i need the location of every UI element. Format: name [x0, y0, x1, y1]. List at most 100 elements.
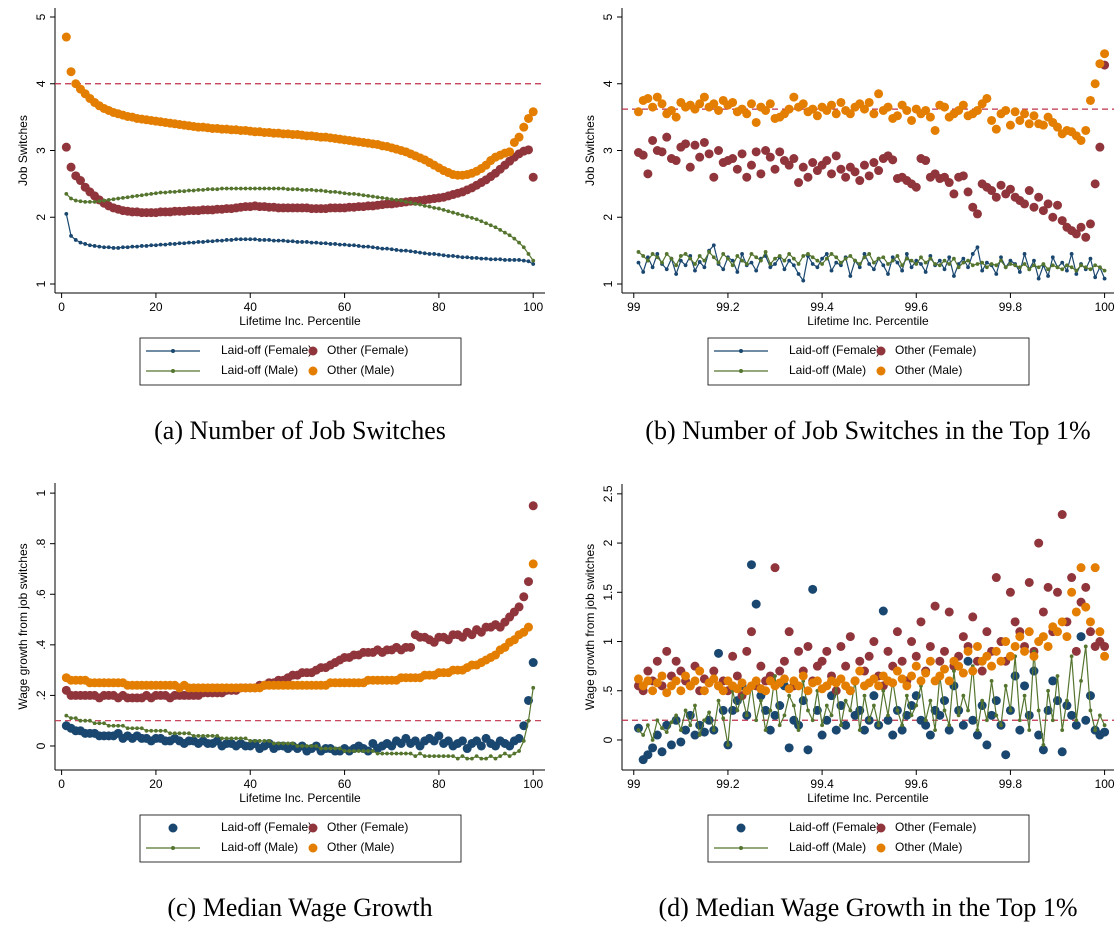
legend-label: Laid-off (Female) — [221, 343, 312, 357]
scatter-point — [803, 172, 813, 182]
scatter-point — [514, 132, 524, 142]
legend-label: Other (Male) — [327, 840, 394, 854]
legend-marker — [876, 346, 886, 356]
legend-box — [139, 814, 462, 863]
scatter-point — [855, 176, 865, 186]
scatter-point — [1053, 200, 1063, 210]
scatter-point — [968, 202, 978, 212]
scatter-point — [519, 592, 529, 602]
x-tick-label: 99.8 — [999, 777, 1023, 791]
scatter-point — [648, 743, 658, 753]
legend-label: Laid-off (Male) — [789, 840, 866, 854]
x-tick-label: 99.4 — [810, 777, 834, 791]
scatter-point — [676, 686, 686, 696]
scatter-point — [709, 99, 719, 109]
scatter-point — [897, 656, 907, 666]
series-line — [64, 685, 536, 761]
scatter-point — [1081, 125, 1091, 135]
scatter-point — [1100, 641, 1110, 651]
scatter-point — [643, 676, 653, 686]
scatter-point — [528, 501, 538, 511]
caption: (b) Number of Job Switches in the Top 1% — [645, 416, 1090, 445]
scatter-point — [987, 661, 997, 671]
scatter-point — [883, 715, 893, 725]
scatter-point — [864, 171, 874, 181]
scatter-point — [892, 111, 902, 121]
series-line — [64, 186, 536, 263]
scatter-point — [1081, 232, 1091, 242]
scatter-point — [794, 178, 804, 188]
scatter-point — [1085, 219, 1095, 229]
scatter-point — [935, 671, 945, 681]
scatter-point — [977, 666, 987, 676]
scatter-point — [916, 676, 926, 686]
scatter-point — [921, 105, 931, 115]
scatter-point — [1048, 212, 1058, 222]
scatter-point — [1024, 119, 1034, 129]
legend-label: Laid-off (Male) — [789, 363, 866, 377]
scatter-point — [765, 99, 775, 109]
x-tick-label: 60 — [338, 300, 352, 314]
scatter-point — [968, 612, 978, 622]
x-tick-label: 80 — [432, 777, 446, 791]
scatter-point — [1090, 79, 1100, 89]
scatter-point — [958, 171, 968, 181]
scatter-point — [850, 167, 860, 177]
scatter-point — [836, 97, 846, 107]
y-tick-label: 3 — [601, 147, 615, 154]
scatter-point — [1029, 111, 1039, 121]
scatter-point — [803, 686, 813, 696]
scatter-point — [841, 172, 851, 182]
scatter-point — [514, 602, 524, 612]
y-tick-label: .6 — [34, 589, 48, 599]
scatter-point — [1048, 676, 1058, 686]
scatter-point — [728, 154, 738, 164]
scatter-point — [714, 105, 724, 115]
scatter-point — [996, 180, 1006, 190]
scatter-point — [476, 741, 486, 751]
y-tick-label: 5 — [34, 13, 48, 20]
scatter-point — [695, 152, 705, 162]
x-tick-label: 100 — [523, 777, 543, 791]
y-tick-label: 1 — [34, 489, 48, 496]
scatter-point — [859, 725, 869, 735]
scatter-point — [61, 142, 71, 152]
scatter-point — [714, 146, 724, 155]
scatter-point — [1067, 587, 1077, 597]
scatter-point — [704, 149, 714, 159]
scatter-point — [940, 102, 950, 112]
scatter-point — [940, 646, 950, 656]
legend-dot — [171, 349, 175, 353]
scatter-point — [789, 92, 799, 102]
x-tick-label: 60 — [338, 777, 352, 791]
series-line — [64, 212, 536, 266]
scatter-point — [523, 622, 533, 632]
scatter-point — [1038, 206, 1048, 216]
scatter-point — [1081, 582, 1091, 592]
scatter-point — [751, 599, 761, 609]
scatter-point — [732, 164, 742, 174]
scatter-point — [714, 648, 724, 658]
legend-marker — [308, 823, 318, 833]
legend-label: Laid-off (Female) — [789, 820, 880, 834]
scatter-point — [874, 681, 884, 691]
scatter-point — [1043, 582, 1053, 592]
scatter-point — [845, 109, 855, 119]
scatter-point — [883, 102, 893, 112]
scatter-point — [907, 115, 917, 125]
legend-box — [707, 814, 1030, 863]
scatter-point — [1029, 651, 1039, 661]
scatter-point — [822, 156, 832, 166]
scatter-point — [1024, 577, 1034, 587]
scatter-point — [519, 122, 529, 132]
scatter-point — [944, 676, 954, 686]
scatter-point — [944, 607, 954, 617]
scatter-point — [775, 666, 785, 676]
scatter-point — [996, 656, 1006, 666]
legend-box — [707, 337, 1030, 386]
legend-box — [139, 337, 462, 386]
scatter-point — [1005, 184, 1015, 194]
y-axis-label: Wage growth from job switches — [583, 544, 597, 710]
scatter-point — [921, 668, 931, 678]
scatter-point — [685, 162, 695, 172]
